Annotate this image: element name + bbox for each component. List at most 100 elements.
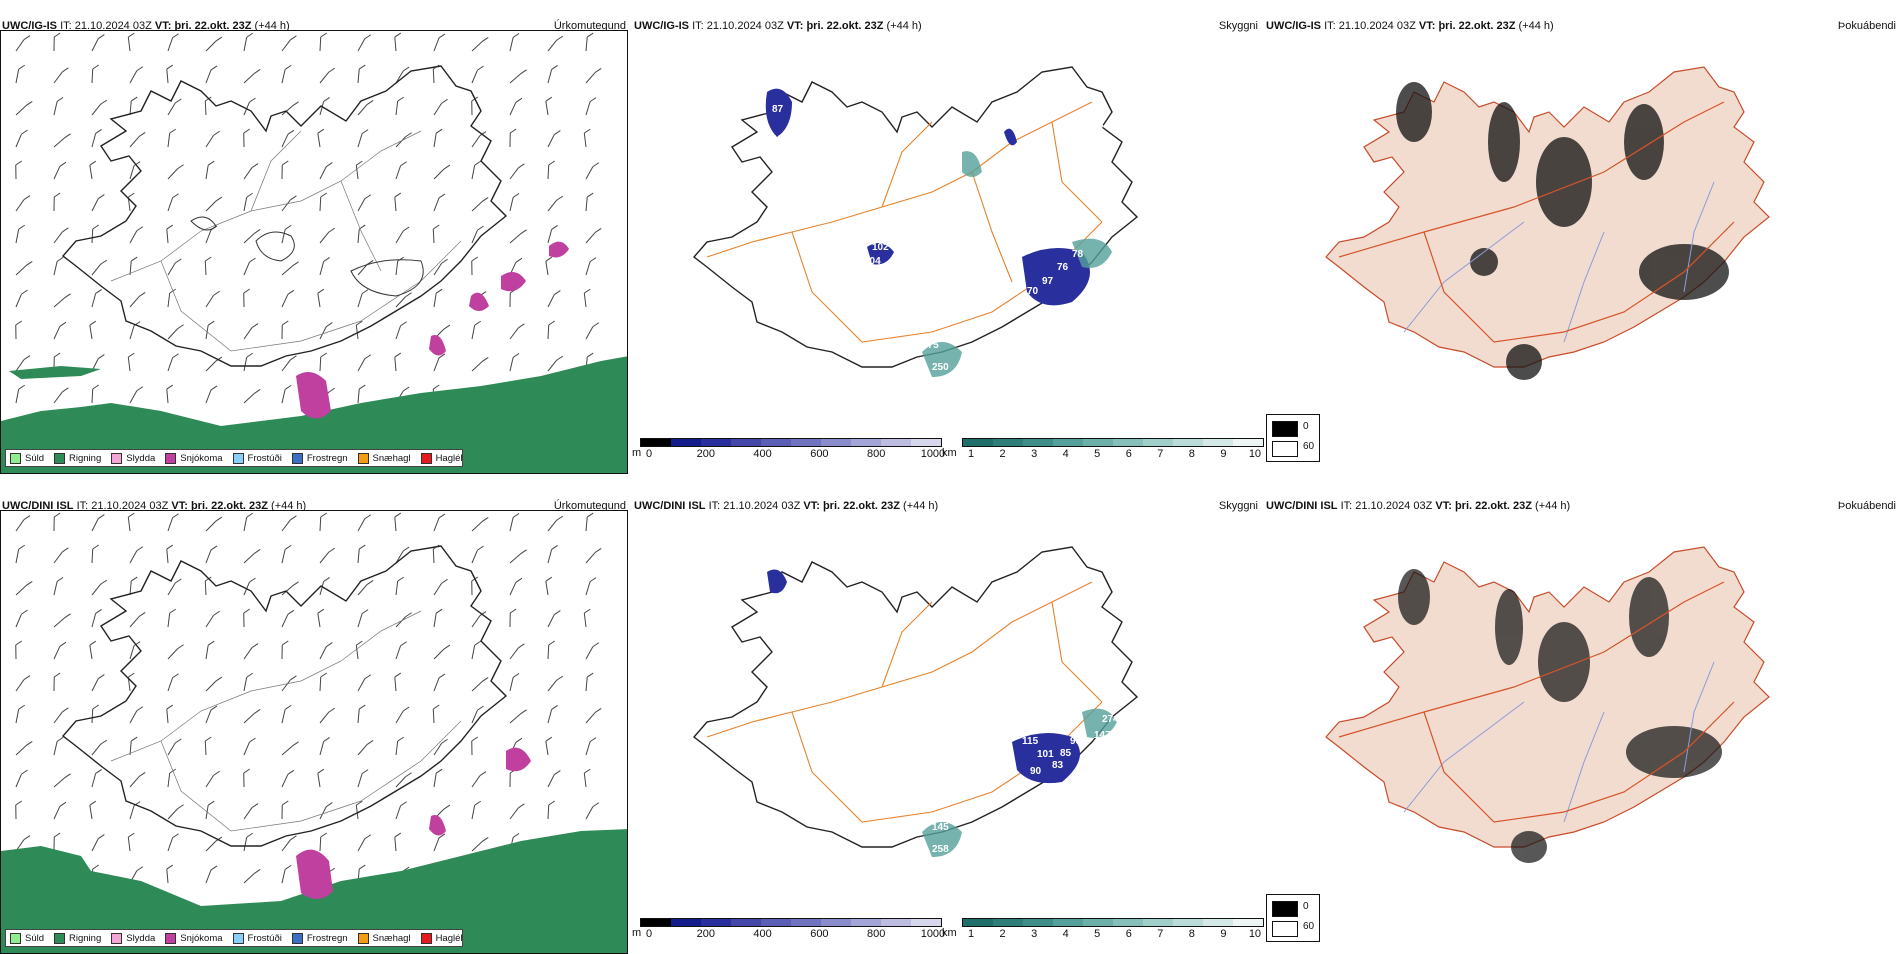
wind-barb — [510, 328, 518, 339]
wind-barb-flag — [214, 131, 220, 135]
wind-barb-flag — [54, 673, 60, 677]
wind-barb — [54, 646, 60, 659]
wind-barb — [168, 103, 175, 115]
wind-barb — [358, 679, 365, 691]
wind-barb-flag — [249, 578, 255, 582]
wind-barb-flag — [587, 33, 593, 37]
wind-barb-flag — [208, 321, 214, 325]
wind-barb-flag — [549, 321, 555, 325]
wind-barb — [90, 165, 92, 179]
wind-barb-flag — [90, 641, 96, 645]
wind-barb-flag — [444, 165, 450, 169]
colorbar-segment — [1023, 439, 1053, 446]
legend-swatch — [292, 933, 303, 944]
wind-barb — [434, 263, 442, 275]
wind-barb-flag — [590, 578, 596, 582]
wind-barb — [90, 805, 92, 819]
wind-barb — [546, 581, 548, 595]
wind-barb-flag — [60, 162, 66, 166]
colorbar-tick: 6 — [1126, 928, 1132, 940]
wind-barb-flag — [595, 548, 601, 552]
wind-barb-flag — [513, 193, 519, 197]
wind-barb-flag — [546, 577, 552, 581]
wind-barb — [320, 581, 324, 595]
iceland-coastline — [63, 546, 506, 846]
wind-barb — [282, 69, 285, 83]
wind-barb — [396, 231, 403, 243]
wind-barb-flag — [244, 289, 250, 293]
visibility-value: 124 — [772, 134, 789, 145]
wind-barb — [472, 616, 480, 627]
wind-barb-flag — [211, 386, 217, 390]
wind-barb-flag — [93, 545, 99, 549]
wind-barb — [92, 264, 101, 275]
wind-barb-flag — [359, 545, 365, 549]
wind-barb — [358, 39, 365, 51]
wind-barb-flag — [552, 225, 558, 229]
wind-barb — [92, 584, 101, 595]
wind-barb-flag — [252, 164, 258, 168]
colorbar-tick: 6 — [1126, 448, 1132, 460]
wind-barb-flag — [518, 804, 524, 808]
wind-barb-flag — [367, 580, 373, 584]
wind-barb-flag — [93, 225, 99, 229]
wind-barb — [92, 229, 93, 243]
wind-barb — [130, 391, 137, 403]
colorbar-tick: 3 — [1031, 928, 1037, 940]
wind-barb — [472, 325, 475, 339]
wind-barb-flag — [290, 196, 296, 200]
wind-barb — [16, 134, 21, 147]
wind-barb-flag — [211, 866, 217, 870]
legend-item: Haglél — [421, 453, 463, 464]
wind-barb — [548, 229, 552, 243]
wind-barb-flag — [254, 549, 260, 553]
colorbar-tick: 800 — [867, 928, 885, 940]
wind-barb-flag — [482, 357, 488, 361]
wind-barb-flag — [137, 707, 143, 711]
wind-barb — [472, 136, 480, 147]
wind-barb-flag — [290, 36, 296, 40]
wind-barb — [510, 517, 513, 531]
wind-barb-flag — [293, 582, 299, 586]
legend-label: Súld — [25, 453, 44, 464]
wind-barb — [472, 521, 482, 531]
wind-barb-flag — [324, 577, 330, 581]
wind-barb-flag — [521, 70, 527, 74]
wind-barb-flag — [139, 292, 145, 296]
legend-swatch — [165, 453, 176, 464]
colorbar-segment — [911, 919, 941, 926]
wind-barb — [395, 677, 396, 691]
wind-barb — [168, 293, 170, 307]
wind-barb-flag — [175, 739, 181, 743]
visibility-value: 85 — [1060, 748, 1072, 759]
wind-barb — [320, 712, 329, 723]
wind-barb — [358, 519, 365, 531]
wind-barb — [205, 581, 206, 595]
wind-barb-flag — [101, 740, 107, 744]
wind-barb — [168, 613, 170, 627]
wind-barb — [282, 614, 288, 627]
wind-barb — [168, 678, 173, 691]
wind-barb — [434, 358, 439, 371]
wind-barb — [244, 197, 247, 211]
legend-item: Slydda — [111, 933, 155, 944]
wind-barb — [282, 229, 285, 243]
colorbar-tick: 400 — [753, 928, 771, 940]
wind-barb — [320, 72, 329, 83]
wind-barb-flag — [324, 257, 330, 261]
colorbar-tick: 10 — [1249, 928, 1261, 940]
panel-title: UWC/IG-IS IT: 21.10.2024 03Z VT: þri. 22… — [634, 20, 922, 32]
wind-barb — [586, 327, 593, 339]
colorbar-segment — [1083, 919, 1113, 926]
wind-barb — [396, 71, 403, 83]
wind-barb — [282, 520, 290, 531]
wind-barb-flag — [98, 835, 104, 839]
wind-barb-flag — [24, 196, 30, 200]
wind-barb — [282, 586, 293, 595]
wind-barb-flag — [324, 97, 330, 101]
wind-barb-flag — [254, 229, 260, 233]
colorbar-tick: 0 — [646, 448, 652, 460]
wind-barb-flag — [170, 129, 176, 133]
